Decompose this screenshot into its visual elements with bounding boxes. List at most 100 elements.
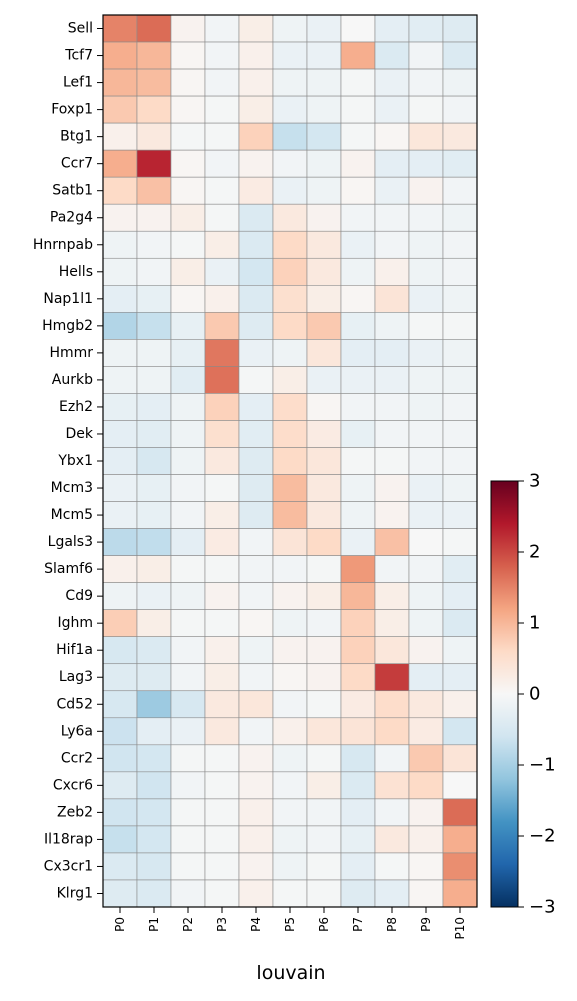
heatmap-cell <box>136 14 172 43</box>
heatmap-cell <box>204 663 240 692</box>
heatmap-cell <box>306 122 342 151</box>
heatmap-cell <box>102 41 138 70</box>
heatmap-cell <box>442 798 478 827</box>
heatmap-cell <box>170 122 206 151</box>
x-tick-label: P5 <box>283 917 297 932</box>
heatmap-cell <box>374 230 410 259</box>
y-tick-label: Zeb2 <box>57 804 93 820</box>
heatmap-cell <box>442 312 478 340</box>
heatmap-cell <box>340 501 376 529</box>
y-tick-label: Il18rap <box>44 831 93 847</box>
heatmap-cell <box>374 339 410 367</box>
y-tick-label: Pa2g4 <box>50 210 93 226</box>
heatmap-cell <box>204 312 240 340</box>
heatmap-cell <box>306 176 342 205</box>
heatmap-cell <box>136 744 172 773</box>
heatmap-cell <box>136 176 172 205</box>
heatmap-cell <box>408 420 444 448</box>
heatmap-cell <box>306 230 342 259</box>
heatmap-cell <box>102 717 138 746</box>
heatmap-cell <box>408 312 444 340</box>
y-tick-label: Cxcr6 <box>53 777 93 793</box>
heatmap-cell <box>102 312 138 340</box>
heatmap-cell <box>170 717 206 746</box>
heatmap-cell <box>204 501 240 529</box>
heatmap-cell <box>204 798 240 827</box>
heatmap-cell <box>102 582 138 610</box>
heatmap-cell <box>442 393 478 421</box>
heatmap-cell <box>204 122 240 151</box>
heatmap-cells <box>102 14 478 908</box>
heatmap-cell <box>102 339 138 367</box>
heatmap-cell <box>272 447 308 475</box>
heatmap-cell <box>442 366 478 394</box>
heatmap-cell <box>408 771 444 800</box>
heatmap-cell <box>170 771 206 800</box>
heatmap-cell <box>102 555 138 583</box>
heatmap-cell <box>306 690 342 719</box>
heatmap-cell <box>204 393 240 421</box>
heatmap-cell <box>272 149 308 178</box>
heatmap-cell <box>136 122 172 151</box>
heatmap-cell <box>272 879 308 908</box>
heatmap-cell <box>102 14 138 43</box>
heatmap-cell <box>340 41 376 70</box>
heatmap-cell <box>272 95 308 124</box>
y-tick-label: Lgals3 <box>48 534 93 550</box>
heatmap-cell <box>374 501 410 529</box>
heatmap-cell <box>204 825 240 854</box>
heatmap-cell <box>272 825 308 854</box>
colorbar-tick-label: 3 <box>529 471 540 492</box>
heatmap-cell <box>306 339 342 367</box>
heatmap-cell <box>340 257 376 286</box>
heatmap-cell <box>272 312 308 340</box>
heatmap-cell <box>442 339 478 367</box>
x-tick-label: P7 <box>351 917 365 932</box>
heatmap-cell <box>170 798 206 827</box>
heatmap-cell <box>204 744 240 773</box>
heatmap-cell <box>102 257 138 286</box>
heatmap-cell <box>442 879 478 908</box>
y-tick-label: Ccr7 <box>61 156 93 172</box>
heatmap-cell <box>204 284 240 313</box>
heatmap-cell <box>306 284 342 313</box>
heatmap-cell <box>374 14 410 43</box>
heatmap-cell <box>272 14 308 43</box>
heatmap-cell <box>408 14 444 43</box>
x-tick-label: P9 <box>419 917 433 932</box>
heatmap-cell <box>306 149 342 178</box>
heatmap-cell <box>408 798 444 827</box>
heatmap-cell <box>374 717 410 746</box>
heatmap-cell <box>408 609 444 637</box>
heatmap-cell <box>374 447 410 475</box>
x-tick-label: P0 <box>113 917 127 932</box>
heatmap-cell <box>238 852 274 881</box>
heatmap-cell <box>272 339 308 367</box>
heatmap-cell <box>442 203 478 232</box>
heatmap-cell <box>374 203 410 232</box>
heatmap-cell <box>272 852 308 881</box>
heatmap-cell <box>238 771 274 800</box>
heatmap-cell <box>306 501 342 529</box>
heatmap-cell <box>204 852 240 881</box>
heatmap-cell <box>238 555 274 583</box>
heatmap-cell <box>442 420 478 448</box>
heatmap-cell <box>272 636 308 665</box>
x-tick-label: P3 <box>215 917 229 932</box>
heatmap-cell <box>272 555 308 583</box>
heatmap-cell <box>306 744 342 773</box>
y-tick-label: Btg1 <box>60 129 93 145</box>
heatmap-cell <box>170 284 206 313</box>
heatmap-cell <box>340 582 376 610</box>
heatmap-cell <box>306 393 342 421</box>
heatmap-cell <box>136 717 172 746</box>
y-tick-label: Aurkb <box>52 372 93 388</box>
heatmap-cell <box>408 122 444 151</box>
colorbar-tick-label: 0 <box>529 684 540 705</box>
heatmap-cell <box>136 284 172 313</box>
heatmap-cell <box>442 690 478 719</box>
heatmap-cell <box>442 474 478 502</box>
heatmap-cell <box>204 95 240 124</box>
heatmap-cell <box>340 528 376 556</box>
heatmap-cell <box>442 41 478 70</box>
